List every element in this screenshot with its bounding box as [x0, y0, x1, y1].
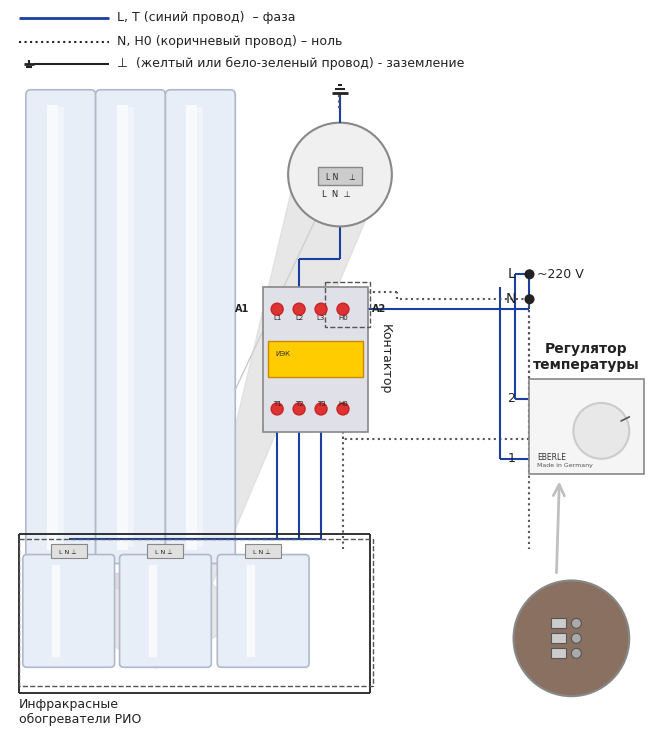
- Text: Инфракрасные
обогреватели РИО: Инфракрасные обогреватели РИО: [19, 698, 141, 726]
- Text: L N ⊥: L N ⊥: [59, 550, 76, 555]
- Text: EBERLE: EBERLE: [537, 454, 566, 462]
- Circle shape: [525, 270, 533, 278]
- Text: L1: L1: [273, 315, 281, 321]
- Bar: [263, 287, 368, 432]
- Circle shape: [271, 303, 283, 315]
- Circle shape: [572, 648, 582, 658]
- Bar: [325, 283, 370, 327]
- Text: Регулятор
температуры: Регулятор температуры: [533, 342, 640, 372]
- Bar: [551, 618, 566, 628]
- Text: Made in Germany: Made in Germany: [537, 463, 594, 468]
- Circle shape: [572, 633, 582, 643]
- Text: L N ⊥: L N ⊥: [155, 550, 174, 555]
- Text: ИЭК: ИЭК: [275, 351, 290, 357]
- Text: ~220 V: ~220 V: [537, 268, 584, 281]
- Circle shape: [315, 403, 327, 415]
- Text: H0: H0: [338, 315, 348, 321]
- Text: ⊥  (желтый или бело-зеленый провод) - заземление: ⊥ (желтый или бело-зеленый провод) - заз…: [117, 57, 464, 70]
- Text: 1: 1: [508, 452, 515, 465]
- Polygon shape: [100, 158, 385, 589]
- Circle shape: [337, 403, 349, 415]
- Circle shape: [513, 581, 629, 696]
- Circle shape: [337, 303, 349, 315]
- Bar: [318, 167, 362, 184]
- Text: A1: A1: [235, 304, 249, 314]
- Bar: [51, 544, 86, 558]
- Text: T2: T2: [295, 401, 304, 407]
- Circle shape: [574, 403, 629, 459]
- Bar: [268, 341, 363, 377]
- Bar: [551, 648, 566, 658]
- Text: L N ⊥: L N ⊥: [253, 550, 271, 555]
- Text: 2: 2: [508, 393, 515, 405]
- Text: Контактор: Контактор: [379, 324, 391, 394]
- Text: T1: T1: [273, 401, 281, 407]
- Text: H0: H0: [338, 401, 348, 407]
- Polygon shape: [61, 573, 250, 668]
- FancyBboxPatch shape: [26, 90, 96, 564]
- Circle shape: [293, 403, 305, 415]
- Text: L: L: [508, 267, 515, 281]
- Text: L3: L3: [317, 315, 325, 321]
- Text: L  N  ⊥: L N ⊥: [322, 190, 351, 199]
- Circle shape: [572, 618, 582, 628]
- Text: L2: L2: [295, 315, 304, 321]
- Text: A2: A2: [372, 304, 386, 314]
- FancyBboxPatch shape: [23, 555, 115, 667]
- Circle shape: [293, 303, 305, 315]
- FancyBboxPatch shape: [96, 90, 165, 564]
- Bar: [147, 544, 184, 558]
- FancyBboxPatch shape: [165, 90, 235, 564]
- Bar: [529, 379, 644, 473]
- Text: N, H0 (коричневый провод) – ноль: N, H0 (коричневый провод) – ноль: [117, 35, 342, 48]
- Text: T3: T3: [317, 401, 326, 407]
- Text: N: N: [505, 292, 515, 306]
- Bar: [551, 633, 566, 643]
- Bar: [245, 544, 281, 558]
- Text: ⊥: ⊥: [348, 173, 354, 182]
- Circle shape: [288, 123, 392, 226]
- Circle shape: [271, 403, 283, 415]
- FancyBboxPatch shape: [119, 555, 211, 667]
- Text: L N: L N: [326, 173, 338, 182]
- Circle shape: [525, 295, 533, 303]
- Text: L, T (синий провод)  – фаза: L, T (синий провод) – фаза: [117, 12, 295, 24]
- Circle shape: [315, 303, 327, 315]
- FancyBboxPatch shape: [217, 555, 309, 667]
- Bar: [19, 539, 373, 686]
